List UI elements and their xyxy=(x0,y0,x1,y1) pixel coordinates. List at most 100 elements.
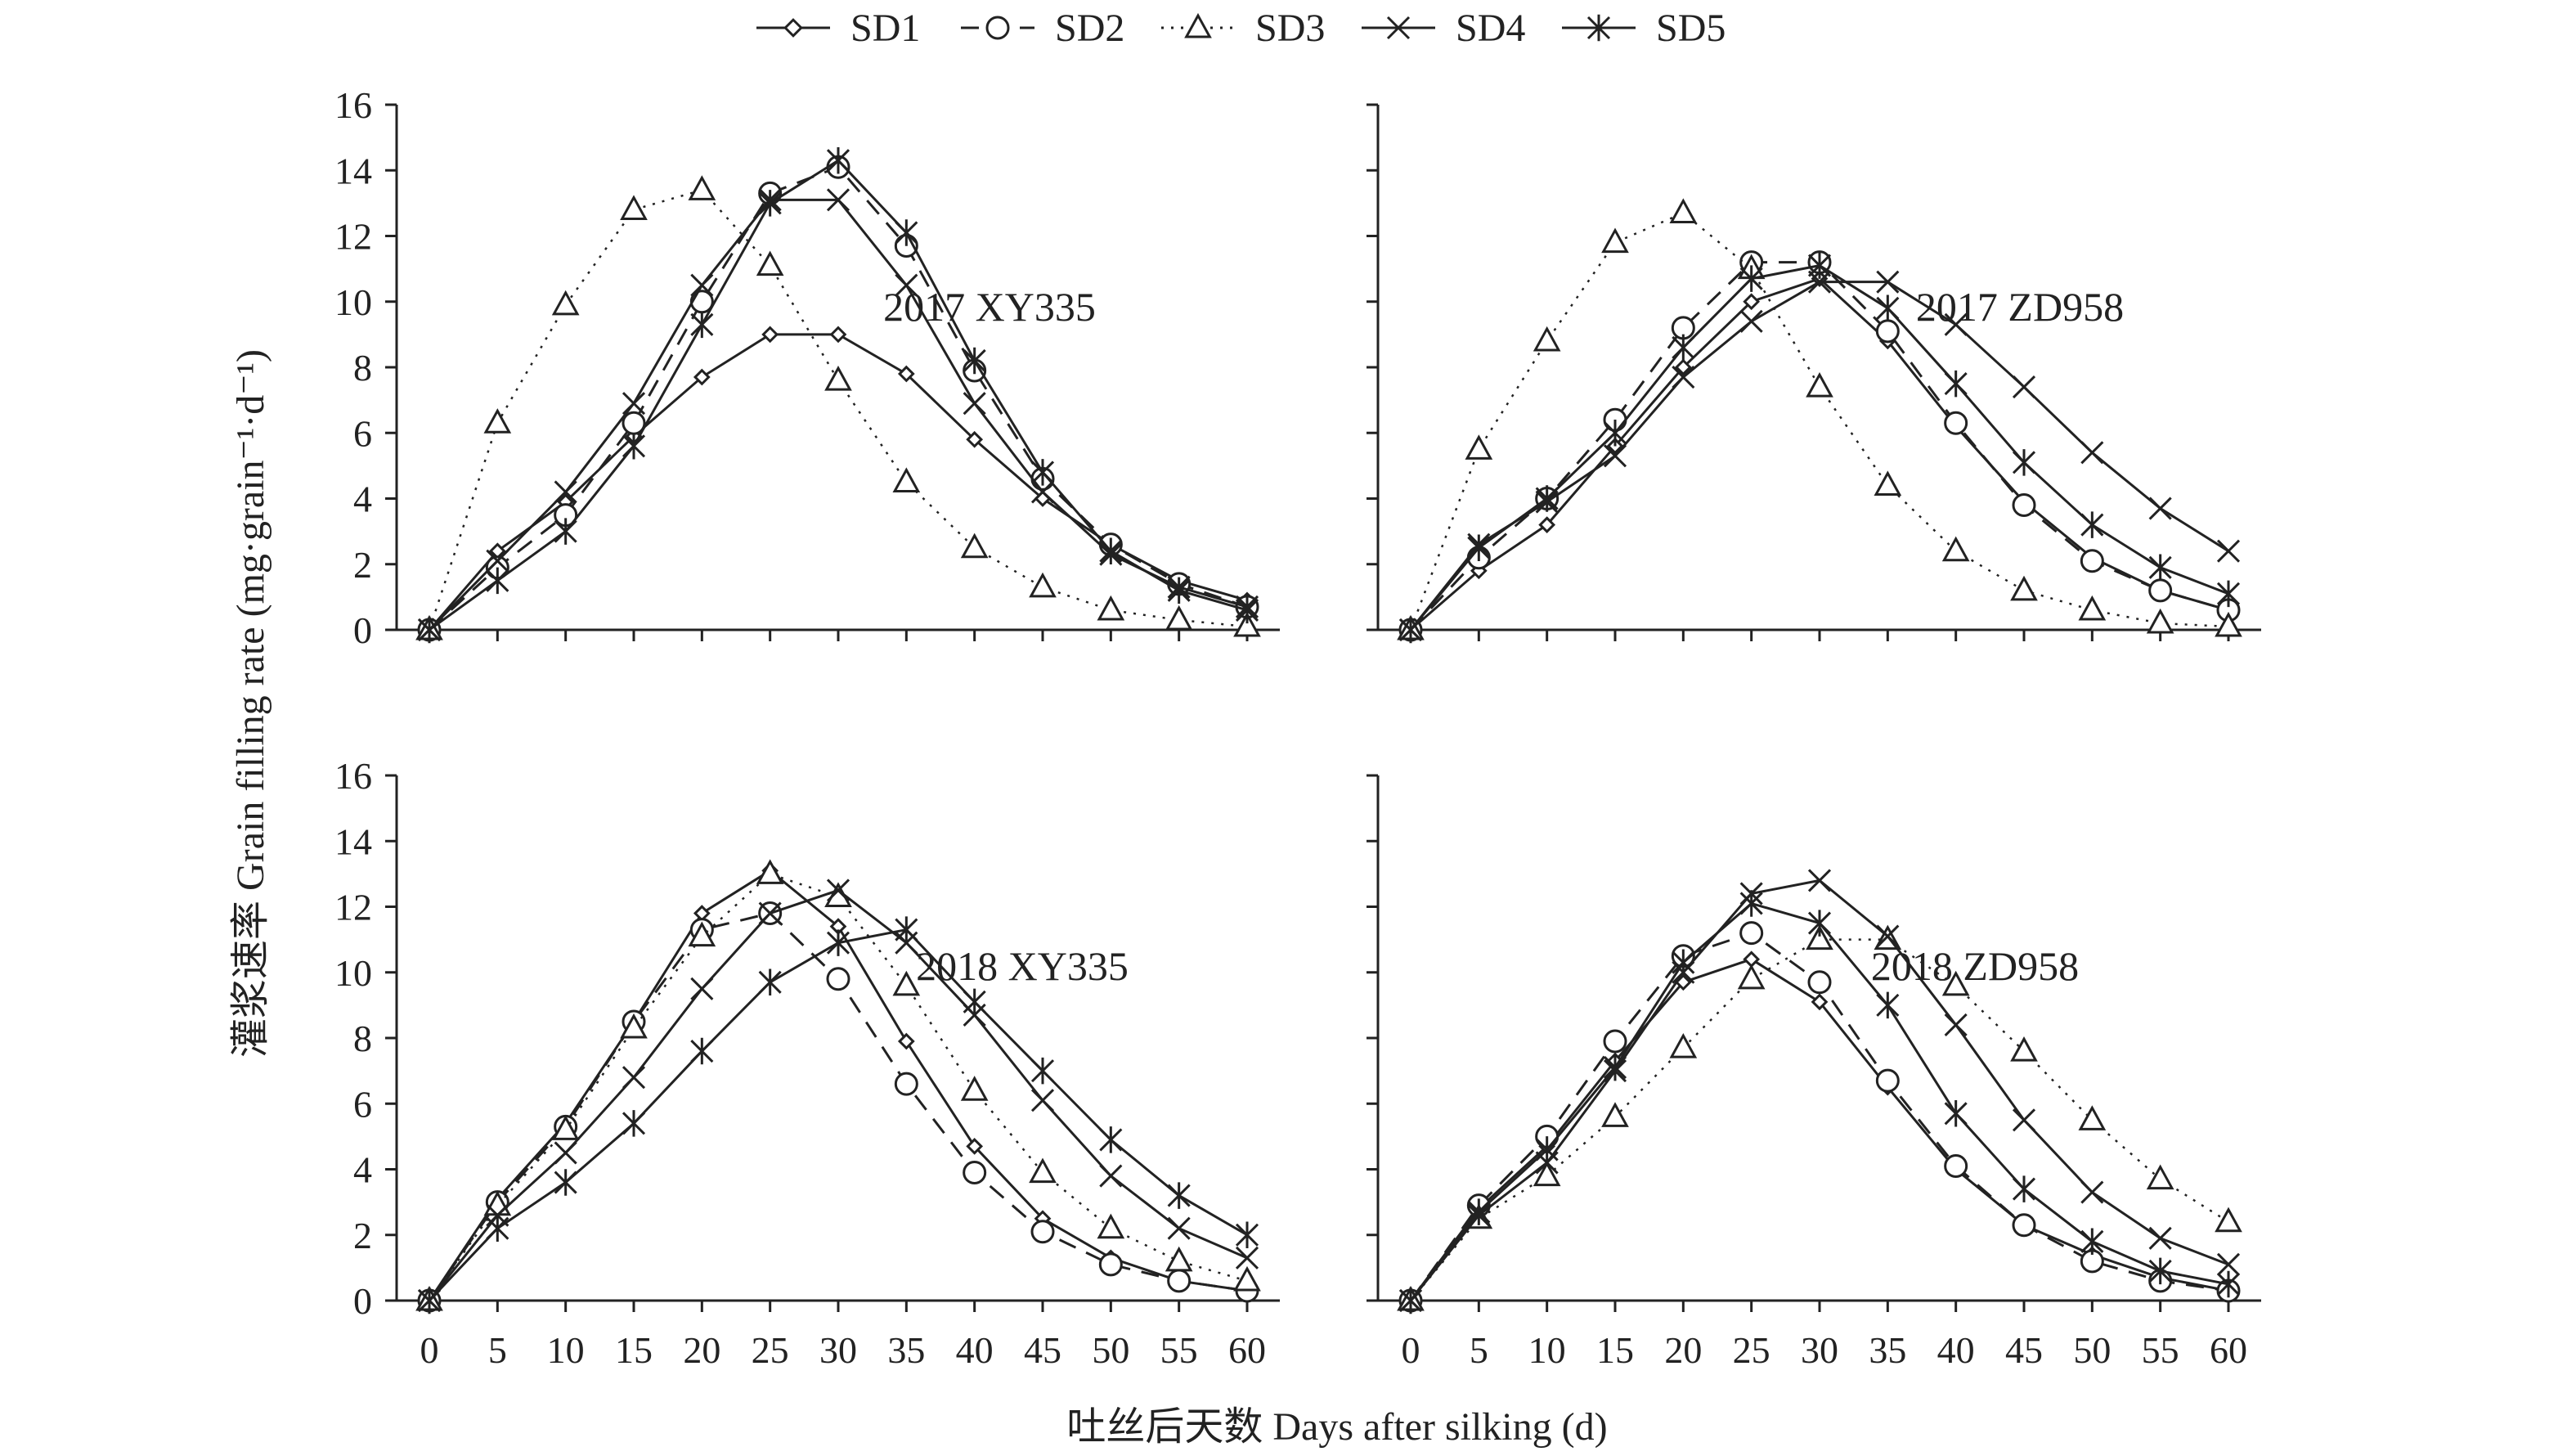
data-point xyxy=(1233,1265,1261,1292)
data-point xyxy=(1674,358,1692,376)
y-tick-label: 12 xyxy=(334,216,372,258)
data-point xyxy=(756,250,784,276)
legend-marker-sd5 xyxy=(1586,14,1611,42)
data-point xyxy=(1535,1136,1559,1163)
data-point xyxy=(1097,595,1125,621)
data-point xyxy=(963,347,986,375)
panel-title: 2017 ZD958 xyxy=(1916,284,2124,330)
series-sd2 xyxy=(1398,921,2241,1313)
data-point xyxy=(483,408,512,434)
x-tick-label: 20 xyxy=(1664,1329,1702,1371)
series-sd5 xyxy=(417,916,1259,1314)
data-point xyxy=(2216,1252,2241,1276)
panel-4: 0 5 10 15 20 25 30 35 40 45 50 55 60 2018 ZD958 xyxy=(1367,774,2261,1371)
data-point xyxy=(761,326,779,344)
x-tick-label: 0 xyxy=(420,1329,439,1371)
data-point xyxy=(2216,580,2241,608)
data-point xyxy=(1398,1287,1423,1314)
data-point xyxy=(2080,1228,2104,1256)
y-tick-label: 8 xyxy=(353,1018,372,1059)
x-tick-label: 40 xyxy=(956,1329,994,1371)
data-point xyxy=(1737,964,1766,990)
legend-item-sd3: SD3 xyxy=(1161,7,1325,50)
y-tick-label: 0 xyxy=(353,609,372,651)
series-sd3 xyxy=(415,175,1261,640)
data-point xyxy=(1603,1029,1627,1054)
data-point xyxy=(758,190,782,217)
series-sd5 xyxy=(1398,252,2241,644)
panel-title: 2017 XY335 xyxy=(883,284,1096,330)
data-point xyxy=(486,549,509,573)
data-point xyxy=(756,859,784,884)
series-line-sd4 xyxy=(1409,281,2229,631)
x-tick-label: 15 xyxy=(1596,1329,1634,1371)
data-point xyxy=(2148,1226,2172,1250)
data-point xyxy=(554,518,577,545)
data-point xyxy=(1807,970,1832,995)
y-tick-label: 2 xyxy=(353,544,372,586)
y-tick-label: 8 xyxy=(353,347,372,389)
panel-title: 2018 ZD958 xyxy=(1871,943,2079,989)
y-tick-label: 0 xyxy=(353,1280,372,1322)
x-tick-label: 45 xyxy=(2005,1329,2043,1371)
y-tick-label: 10 xyxy=(334,952,372,994)
data-point xyxy=(960,533,989,559)
data-point xyxy=(1601,227,1629,254)
panel-2: 2017 ZD958 xyxy=(1367,103,2261,644)
data-point xyxy=(620,1013,648,1039)
data-point xyxy=(1739,265,1763,292)
data-point xyxy=(826,146,850,174)
data-point xyxy=(1465,434,1493,460)
legend-label-sd4: SD4 xyxy=(1456,7,1525,50)
data-point xyxy=(1811,993,1829,1011)
data-point xyxy=(1944,370,1968,398)
panel-title: 2018 XY335 xyxy=(916,943,1129,989)
data-point xyxy=(1097,1213,1125,1239)
series-line-sd3 xyxy=(428,188,1248,631)
data-point xyxy=(1739,309,1763,333)
data-point xyxy=(1538,516,1556,533)
data-point xyxy=(1235,1246,1259,1270)
x-axis-label: 吐丝后天数 Days after silking (d) xyxy=(1066,1405,1607,1449)
y-tick-label: 2 xyxy=(353,1215,372,1256)
data-point xyxy=(1601,1102,1629,1127)
data-point xyxy=(1806,924,1833,950)
data-point xyxy=(963,988,986,1016)
data-point xyxy=(1533,1161,1561,1187)
data-point xyxy=(1944,1013,1968,1037)
data-point xyxy=(1875,1068,1900,1093)
data-point xyxy=(829,326,847,344)
data-point xyxy=(1029,572,1057,598)
data-point xyxy=(966,430,984,448)
legend-marker-sd3 xyxy=(1184,12,1212,38)
data-point xyxy=(1030,1089,1055,1112)
data-point xyxy=(2010,1036,2038,1062)
data-point xyxy=(622,1110,646,1137)
legend-label-sd5: SD5 xyxy=(1656,7,1726,50)
y-tick-label: 4 xyxy=(353,1149,372,1191)
legend-marker-sd2 xyxy=(985,16,1010,40)
data-point xyxy=(1669,198,1698,223)
legend-item-sd2: SD2 xyxy=(961,7,1124,50)
data-point xyxy=(1235,596,1259,624)
data-point xyxy=(1030,1220,1055,1244)
data-point xyxy=(2012,1108,2036,1132)
x-tick-label: 45 xyxy=(1024,1329,1061,1371)
data-point xyxy=(1398,616,1423,644)
x-tick-label: 30 xyxy=(1801,1329,1838,1371)
data-point xyxy=(966,1138,984,1155)
x-tick-label: 25 xyxy=(752,1329,789,1371)
data-point xyxy=(1533,326,1561,352)
data-point xyxy=(1099,1126,1123,1153)
data-point xyxy=(1603,1054,1627,1081)
data-point xyxy=(2148,554,2172,582)
data-point xyxy=(554,480,577,504)
data-point xyxy=(1672,949,1695,976)
data-point xyxy=(1030,459,1055,486)
y-tick-label: 6 xyxy=(353,1083,372,1125)
series-line-sd5 xyxy=(429,159,1248,631)
data-point xyxy=(486,567,509,595)
data-point xyxy=(1876,924,1900,948)
series-sd4 xyxy=(417,188,1259,642)
